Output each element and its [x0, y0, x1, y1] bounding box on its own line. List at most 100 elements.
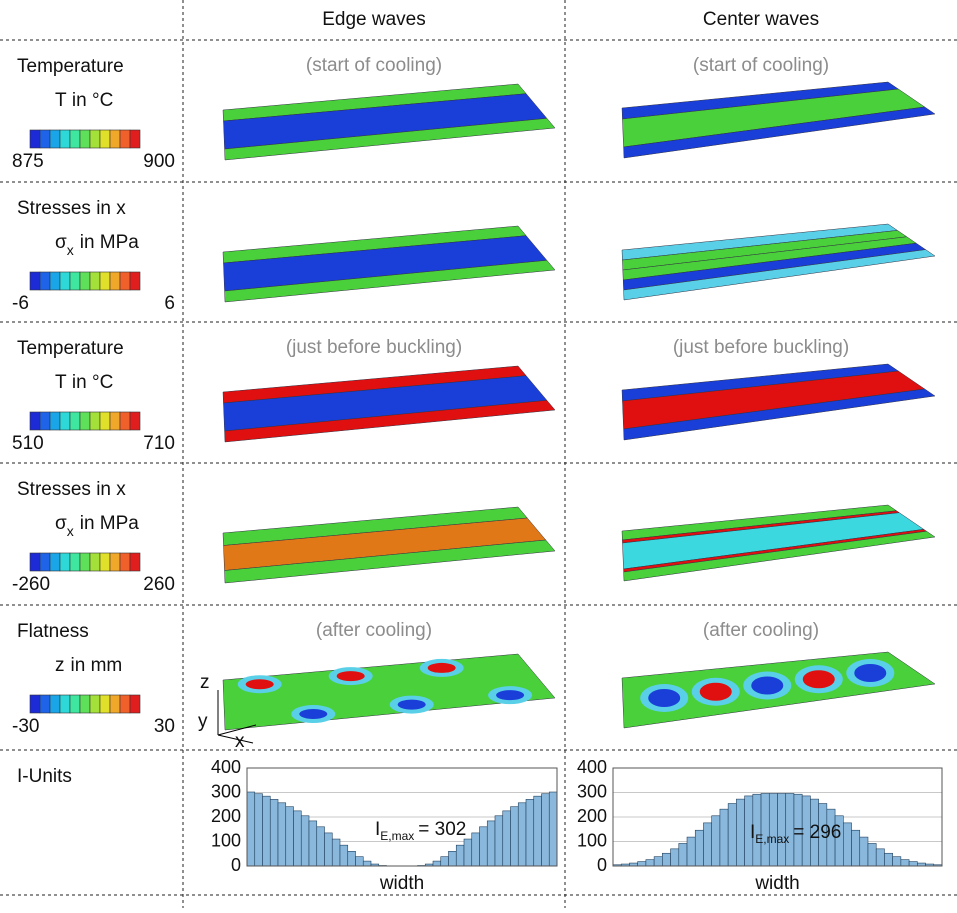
bar — [511, 807, 519, 866]
colorbar-swatch — [50, 695, 60, 713]
colorbar-swatch — [70, 272, 80, 290]
colorbar-swatch — [40, 695, 50, 713]
colorbar-max: 710 — [143, 433, 175, 454]
y-tick-label: 0 — [231, 855, 241, 875]
bar — [695, 830, 703, 866]
axis-label: z — [200, 672, 210, 693]
y-tick-label: 300 — [577, 781, 607, 801]
bar — [441, 857, 449, 866]
bar — [247, 792, 255, 866]
bar — [893, 857, 901, 866]
row-label: I-Units — [17, 766, 72, 787]
bar — [542, 794, 550, 866]
colorbar-swatch — [80, 412, 90, 430]
colorbar-swatch — [30, 695, 40, 713]
bar — [480, 827, 488, 866]
colorbar-swatch — [30, 553, 40, 571]
x-axis-label: width — [379, 873, 424, 894]
bar — [356, 857, 364, 866]
bar — [518, 803, 526, 866]
colorbar-swatch — [50, 412, 60, 430]
bar — [449, 851, 457, 866]
colorbar-swatch — [40, 553, 50, 571]
bar — [671, 849, 679, 866]
bar — [534, 796, 542, 866]
colorbar-swatch — [30, 130, 40, 148]
bar — [662, 853, 670, 866]
column-header: Center waves — [703, 9, 819, 30]
bar — [901, 860, 909, 866]
bar — [884, 853, 892, 866]
colorbar-swatch — [130, 130, 140, 148]
colorbar-swatch — [40, 130, 50, 148]
y-tick-label: 200 — [577, 806, 607, 826]
colorbar-min: 510 — [12, 433, 44, 454]
bar — [472, 833, 480, 866]
colorbar-swatch — [120, 553, 130, 571]
colorbar-swatch — [100, 130, 110, 148]
bar — [860, 837, 868, 866]
bar — [309, 821, 317, 866]
colorbar-min: -260 — [12, 574, 50, 595]
colorbar-swatch — [120, 272, 130, 290]
colorbar-swatch — [60, 553, 70, 571]
colorbar-swatch — [130, 412, 140, 430]
colorbar-swatch — [100, 695, 110, 713]
figure: Edge wavesCenter wavesTemperatureTin °C8… — [0, 0, 957, 908]
bar — [348, 851, 356, 866]
colorbar-min: 875 — [12, 151, 44, 172]
colorbar-swatch — [40, 412, 50, 430]
bar — [868, 843, 876, 866]
colorbar-swatch — [80, 272, 90, 290]
colorbar-swatch — [90, 412, 100, 430]
colorbar-swatch — [50, 553, 60, 571]
wave-core — [246, 679, 274, 689]
row-label: Flatness — [17, 621, 89, 642]
bar — [876, 849, 884, 866]
bar — [720, 809, 728, 866]
caption: (start of cooling) — [306, 55, 442, 76]
bar — [363, 861, 371, 866]
row-label: Stresses in x — [17, 479, 126, 500]
bar — [433, 861, 441, 866]
wave-core — [803, 670, 835, 688]
caption: (after cooling) — [703, 620, 819, 641]
y-tick-label: 100 — [577, 830, 607, 850]
caption: (just before buckling) — [286, 337, 462, 358]
colorbar-swatch — [80, 695, 90, 713]
bar — [503, 811, 511, 866]
caption: (start of cooling) — [693, 55, 829, 76]
colorbar-swatch — [80, 553, 90, 571]
bar — [687, 837, 695, 866]
annotation: IE,max= 302 — [375, 819, 466, 843]
colorbar-swatch — [110, 695, 120, 713]
y-tick-label: 0 — [597, 855, 607, 875]
wave-core — [751, 677, 783, 695]
colorbar-swatch — [90, 130, 100, 148]
colorbar-swatch — [30, 272, 40, 290]
colorbar-swatch — [90, 695, 100, 713]
caption: (after cooling) — [316, 620, 432, 641]
bar — [769, 793, 777, 866]
y-tick-label: 400 — [577, 757, 607, 777]
column-header: Edge waves — [322, 9, 426, 30]
bar — [679, 843, 687, 866]
bar — [317, 827, 325, 866]
bar — [646, 860, 654, 866]
colorbar-swatch — [70, 695, 80, 713]
colorbar-min: -6 — [12, 293, 29, 314]
bar — [286, 807, 294, 866]
colorbar-swatch — [120, 695, 130, 713]
colorbar-swatch — [50, 272, 60, 290]
y-tick-label: 200 — [211, 806, 241, 826]
y-tick-label: 300 — [211, 781, 241, 801]
bar — [456, 845, 464, 866]
bar — [736, 799, 744, 866]
colorbar-swatch — [110, 412, 120, 430]
colorbar-swatch — [50, 130, 60, 148]
wave-core — [854, 664, 886, 682]
colorbar-swatch — [100, 412, 110, 430]
